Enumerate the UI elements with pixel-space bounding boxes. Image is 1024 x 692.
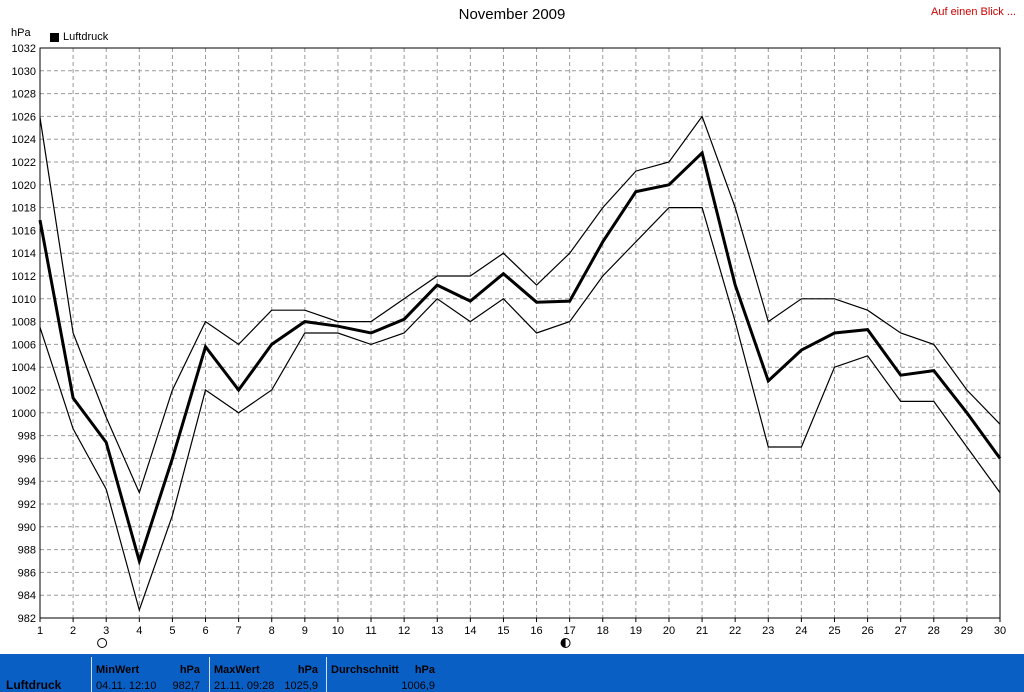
x-tick-label: 21 [696,625,708,637]
pressure-chart: 9829849869889909929949969981000100210041… [12,43,1006,648]
x-tick-label: 17 [564,625,576,637]
series-avg-line [38,150,1002,567]
x-tick-label: 8 [269,625,275,637]
y-tick-label: 1028 [12,89,36,101]
y-tick-label: 996 [18,453,36,465]
y-tick-label: 1024 [12,134,36,146]
x-tick-label: 19 [630,625,642,637]
min-value-panel: MinWert hPa 04.11. 12:10 982,7 [91,657,204,692]
x-tick-label: 14 [464,625,476,637]
x-tick-label: 3 [103,625,109,637]
y-tick-label: 1010 [12,294,36,306]
y-tick-label: 1016 [12,225,36,237]
x-tick-label: 20 [663,625,675,637]
x-tick-label: 16 [530,625,542,637]
y-tick-label: 1022 [12,157,36,169]
x-tick-label: 27 [895,625,907,637]
legend-label: Luftdruck [63,31,109,43]
y-tick-label: 990 [18,522,36,534]
min-unit: hPa [179,664,200,676]
series-max-line [39,115,1001,495]
y-tick-label: 994 [18,476,36,488]
y-tick-label: 1008 [12,317,36,329]
x-tick-label: 23 [762,625,774,637]
x-tick-label: 1 [37,625,43,637]
y-tick-label: 1000 [12,408,36,420]
x-tick-label: 6 [202,625,208,637]
min-header: MinWert [96,664,140,676]
y-tick-label: 1032 [12,43,36,55]
legend: Luftdruck [50,31,108,43]
x-tick-label: 26 [861,625,873,637]
avg-unit: hPa [414,664,435,676]
y-tick-label: 1014 [12,248,36,260]
x-tick-label: 11 [365,625,376,637]
y-tick-label: 982 [18,613,36,625]
y-tick-label: 1026 [12,111,36,123]
max-unit: hPa [297,664,318,676]
max-value-panel: MaxWert hPa 21.11. 09:28 1025,9 [209,657,322,692]
avg-header: Durchschnitt [331,664,399,676]
y-tick-label: 1002 [12,385,36,397]
x-tick-label: 30 [994,625,1006,637]
x-tick-label: 15 [497,625,509,637]
stats-series-label: Luftdruck [6,678,62,692]
series-min-line [39,207,1001,613]
new-moon-shade [561,638,566,648]
x-tick-label: 12 [398,625,410,637]
y-tick-label: 988 [18,545,36,557]
x-tick-label: 7 [236,625,242,637]
x-tick-label: 29 [961,625,973,637]
y-tick-label: 1020 [12,180,36,192]
y-tick-label: 1006 [12,339,36,351]
x-tick-label: 28 [928,625,940,637]
y-tick-label: 1012 [12,271,36,283]
max-date: 21.11. 09:28 [214,680,275,692]
x-tick-label: 25 [828,625,840,637]
y-axis-unit-label: hPa [11,27,31,39]
min-value: 982,7 [172,680,200,692]
x-tick-label: 2 [70,625,76,637]
y-tick-label: 992 [18,499,36,511]
x-tick-label: 4 [136,625,142,637]
max-value: 1025,9 [284,680,318,692]
x-tick-label: 22 [729,625,741,637]
y-tick-label: 1004 [12,362,36,374]
chart-title: November 2009 [458,6,566,23]
min-date: 04.11. 12:10 [96,680,157,692]
y-tick-label: 1018 [12,203,36,215]
y-tick-label: 998 [18,431,36,443]
x-tick-label: 18 [597,625,609,637]
avg-value: 1006,9 [401,680,435,692]
y-tick-label: 1030 [12,66,36,78]
plot-frame [39,47,1001,619]
x-tick-label: 13 [431,625,443,637]
max-header: MaxWert [214,664,260,676]
at-a-glance-link[interactable]: Auf einen Blick ... [931,6,1016,18]
x-tick-label: 5 [169,625,175,637]
x-tick-label: 24 [795,625,807,637]
average-panel: Durchschnitt hPa 1006,9 [326,657,439,692]
full-moon-icon [97,638,108,648]
legend-swatch [50,32,59,42]
y-tick-label: 984 [18,590,36,602]
x-tick-label: 10 [332,625,344,637]
y-tick-label: 986 [18,567,36,579]
statistics-bar: Luftdruck MinWert hPa 04.11. 12:10 982,7… [0,654,1024,692]
x-tick-label: 9 [302,625,308,637]
